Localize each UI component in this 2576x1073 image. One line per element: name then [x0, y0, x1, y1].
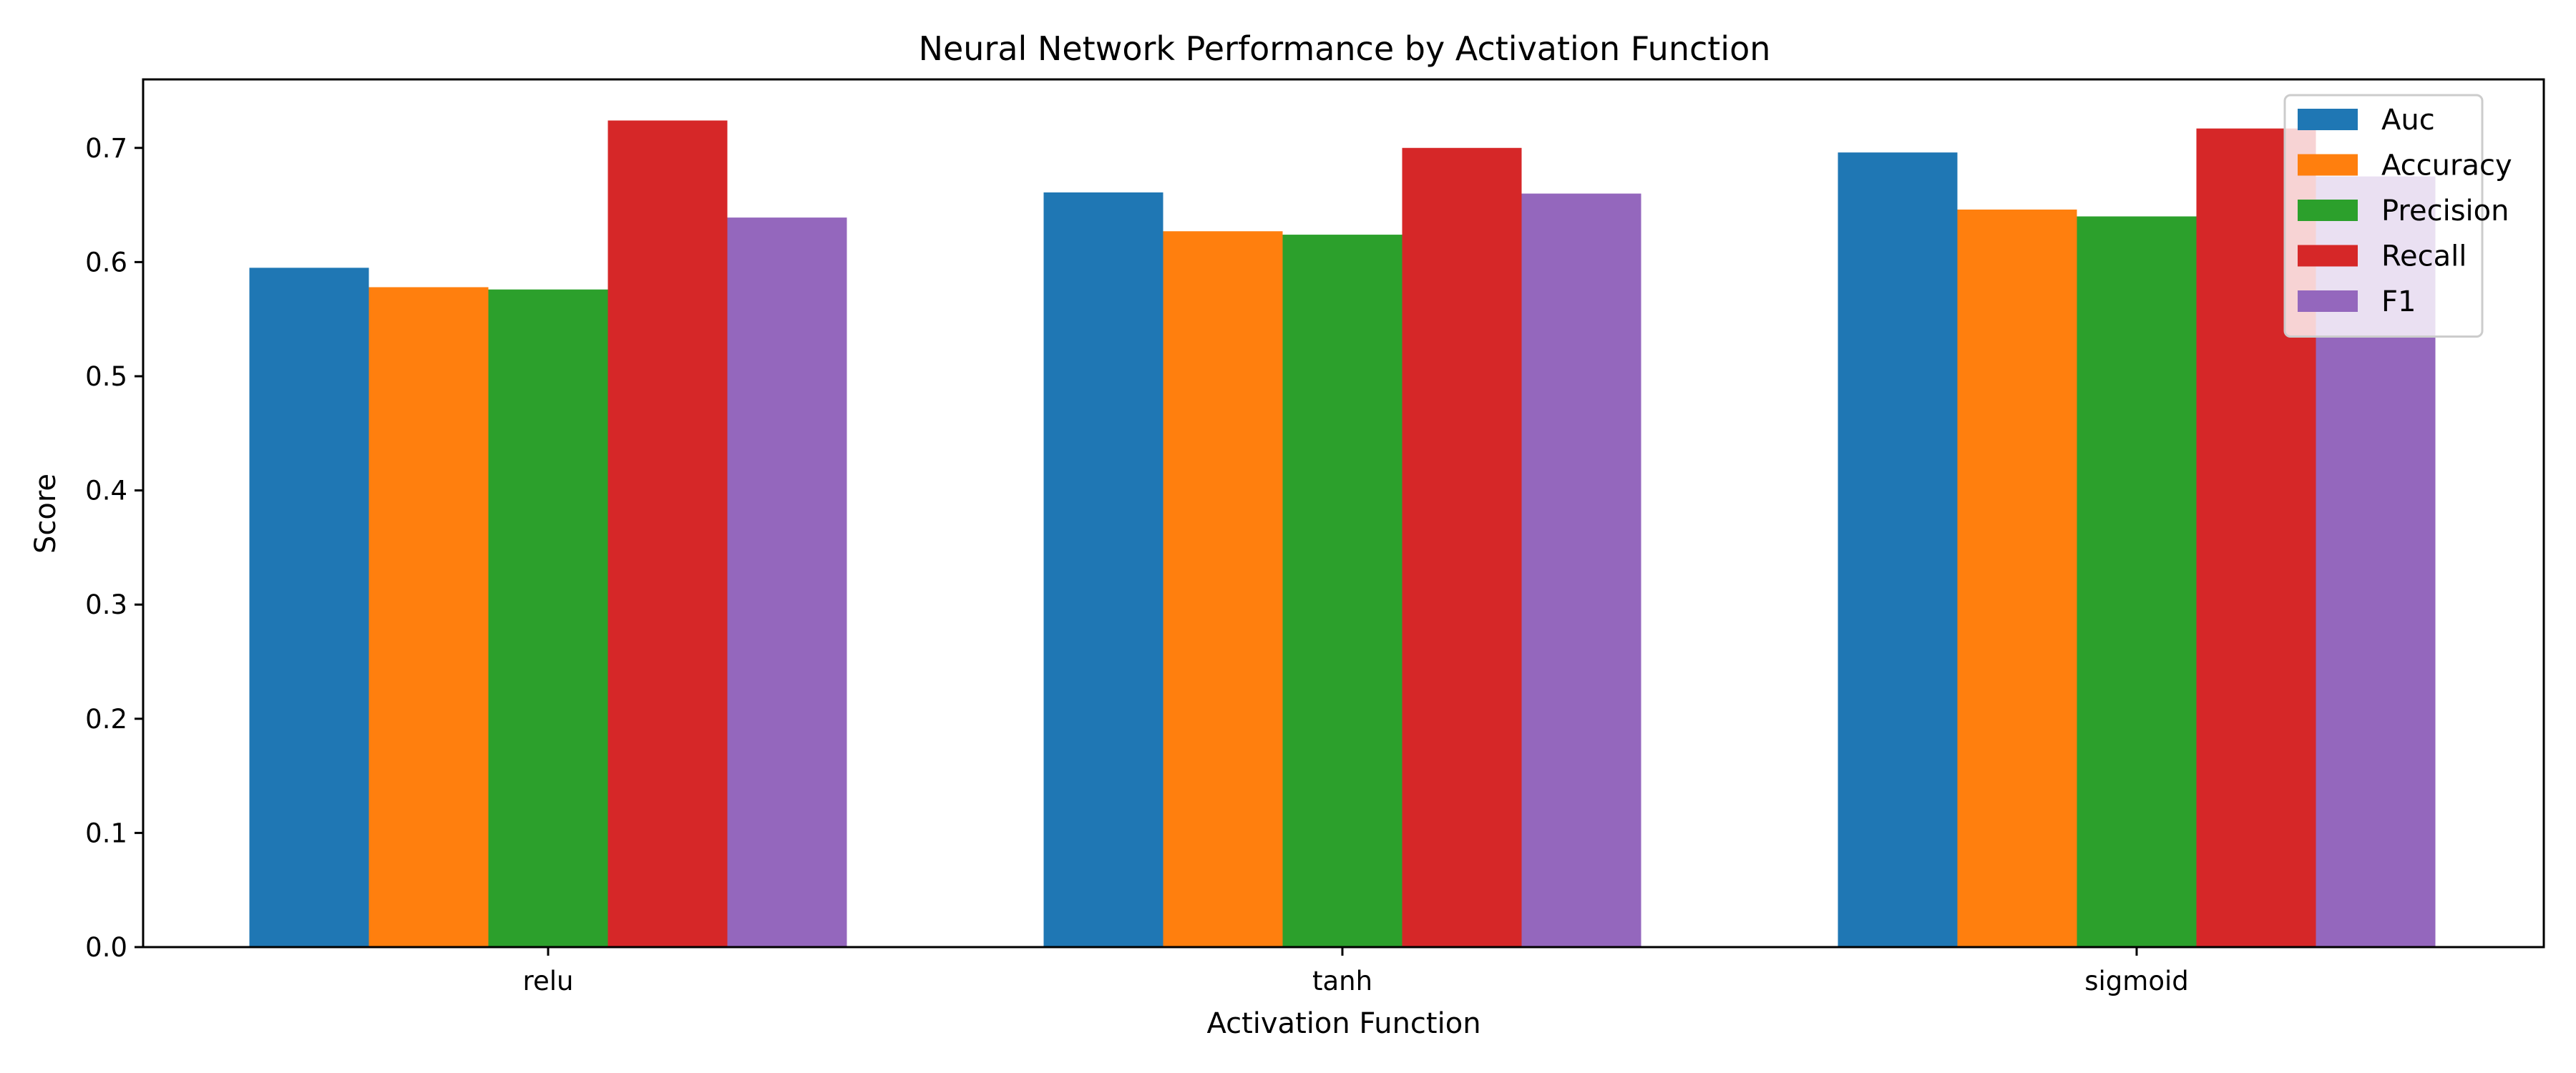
legend-swatch-recall [2298, 245, 2358, 267]
legend-swatch-f1 [2298, 290, 2358, 312]
y-axis-label: Score [29, 474, 62, 554]
legend-swatch-auc [2298, 109, 2358, 130]
x-axis: relu tanh sigmoid [523, 947, 2189, 996]
y-tick-label: 0.7 [85, 133, 127, 164]
bar-precision-sigmoid [2077, 216, 2197, 947]
legend-label-auc: Auc [2381, 104, 2435, 137]
bar-recall-tanh [1402, 147, 1522, 947]
y-tick-label: 0.4 [85, 476, 127, 506]
bar-accuracy-tanh [1163, 231, 1283, 947]
chart-title: Neural Network Performance by Activation… [919, 29, 1771, 68]
y-tick-label: 0.2 [85, 704, 127, 735]
bar-accuracy-relu [369, 287, 489, 947]
bar-precision-relu [488, 289, 608, 947]
plot-frame [142, 78, 2545, 949]
bar-auc-tanh [1043, 192, 1163, 947]
legend-label-recall: Recall [2381, 240, 2467, 273]
legend-label-f1: F1 [2381, 285, 2416, 318]
y-tick-label: 0.5 [85, 361, 127, 392]
legend-label-precision: Precision [2381, 195, 2509, 227]
y-tick-label: 0.0 [85, 932, 127, 963]
bars-layer [249, 120, 2436, 948]
x-tick-label-tanh: tanh [1312, 966, 1372, 996]
bar-precision-tanh [1282, 235, 1402, 947]
bar-f1-relu [727, 217, 847, 947]
x-tick-label-relu: relu [523, 966, 574, 996]
bar-accuracy-sigmoid [1957, 209, 2077, 948]
bar-auc-sigmoid [1838, 152, 1958, 948]
legend-swatch-accuracy [2298, 154, 2358, 176]
bar-f1-tanh [1521, 193, 1641, 948]
bar-auc-relu [249, 268, 369, 947]
y-axis: 0.0 0.1 0.2 0.3 0.4 0.5 0.6 0.7 [85, 133, 143, 963]
y-tick-label: 0.6 [85, 247, 127, 278]
legend-label-accuracy: Accuracy [2381, 150, 2512, 182]
x-tick-label-sigmoid: sigmoid [2084, 966, 2189, 996]
x-axis-label: Activation Function [1206, 1007, 1480, 1040]
legend: Auc Accuracy Precision Recall F1 [2283, 94, 2512, 338]
bar-recall-relu [608, 120, 728, 948]
y-tick-label: 0.1 [85, 818, 127, 848]
y-tick-label: 0.3 [85, 589, 127, 620]
legend-swatch-precision [2298, 200, 2358, 221]
